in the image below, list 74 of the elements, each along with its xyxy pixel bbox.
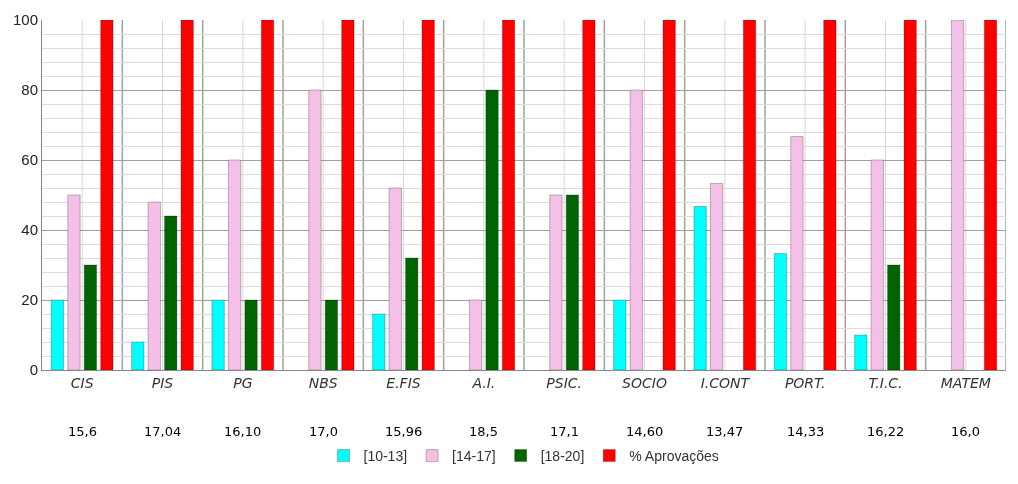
bar: [100, 20, 114, 370]
bar: [854, 334, 868, 370]
bar: [50, 299, 65, 370]
legend-label: [10-13]: [363, 448, 408, 465]
bar: [662, 20, 676, 370]
bar: [324, 299, 339, 370]
bar: [629, 89, 643, 370]
text: 18,5: [469, 424, 498, 439]
bar: [211, 299, 225, 370]
bar: [887, 264, 901, 370]
bar: [582, 20, 596, 370]
bar: [227, 159, 242, 370]
bar: [180, 20, 194, 370]
x-tick-label: PORT.: [784, 374, 826, 391]
bar: [742, 20, 757, 370]
x-tick-label: T.I.C.: [868, 374, 903, 391]
text: 16,0: [951, 424, 980, 439]
text: 17,0: [309, 424, 338, 439]
bar: [131, 341, 145, 370]
bar: [468, 299, 483, 370]
bar: [388, 187, 402, 370]
legend-label: % Aprovações: [629, 448, 719, 465]
y-tick-label: 80: [21, 81, 38, 99]
x-tick-label: PSIC.: [546, 374, 583, 391]
x-tick-label: PIS: [151, 374, 174, 391]
bar: [421, 20, 435, 370]
x-tick-label: PG: [233, 374, 253, 391]
x-tick-label: E.FIS: [386, 374, 421, 391]
bar: [501, 20, 516, 370]
bar: [67, 194, 81, 370]
bar: [147, 201, 161, 370]
bar: [405, 257, 419, 370]
bar: [870, 159, 884, 370]
legend-label: [14-17]: [452, 448, 496, 465]
bar: [693, 206, 707, 370]
x-tick-label: CIS: [70, 374, 94, 391]
text: 14,60: [626, 424, 664, 439]
legend-label: [18-20]: [540, 448, 585, 465]
bar: [983, 20, 998, 370]
y-tick-label: 60: [21, 151, 38, 169]
bar: [709, 182, 724, 370]
bar: [244, 299, 258, 370]
bar: [903, 20, 917, 370]
text: 13,47: [706, 424, 744, 439]
x-tick-label: SOCIO: [622, 374, 667, 391]
bar: [372, 313, 386, 370]
text: 17,1: [550, 424, 579, 439]
x-tick-label: MATEM: [940, 374, 991, 391]
bar: [260, 20, 275, 370]
text: 16,10: [224, 424, 262, 439]
bar: [485, 89, 499, 370]
text: 17,04: [144, 424, 182, 439]
bar: [341, 20, 355, 370]
bar: [613, 299, 627, 370]
text: 14,33: [787, 424, 825, 439]
bar: [549, 194, 563, 370]
y-tick-label: 100: [12, 11, 38, 29]
bar: [308, 89, 322, 370]
text: 15,96: [385, 424, 423, 439]
x-tick-label: I.CONT: [700, 374, 751, 391]
y-tick-label: 20: [21, 291, 38, 309]
x-tick-label: NBS: [308, 374, 338, 391]
text: 15,6: [68, 424, 97, 439]
y-tick-label: 40: [21, 221, 38, 239]
bar: [823, 20, 837, 370]
x-tick-label: A.I.: [471, 374, 496, 391]
bar: [790, 136, 804, 370]
text: 16,22: [867, 424, 905, 439]
y-tick-label: 0: [29, 361, 38, 379]
bar: [773, 252, 788, 370]
bar: [83, 264, 98, 370]
bar: [950, 20, 965, 370]
bar: [565, 194, 580, 370]
bar: [164, 215, 178, 370]
